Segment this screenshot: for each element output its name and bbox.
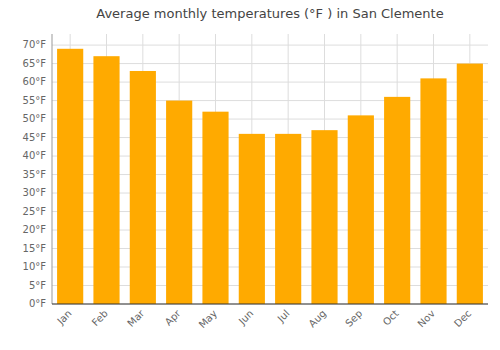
bar: [239, 134, 265, 304]
bar: [457, 64, 483, 304]
bar: [311, 130, 337, 304]
x-axis-line: [52, 304, 488, 305]
x-tick-label: Jan: [54, 308, 73, 327]
x-tick-label: May: [197, 308, 219, 330]
y-tick-label: 5°F: [29, 280, 46, 291]
y-grid-line: [52, 45, 488, 46]
y-tick-label: 55°F: [23, 95, 47, 106]
y-tick-label: 50°F: [23, 113, 47, 124]
y-tick-label: 40°F: [23, 150, 47, 161]
x-tick-label: Feb: [90, 308, 110, 328]
bar: [166, 101, 192, 304]
x-tick-label: Sep: [343, 308, 364, 329]
bar: [384, 97, 410, 304]
y-axis-line: [52, 34, 53, 304]
x-tick-label: Oct: [381, 308, 401, 328]
y-tick-label: 0°F: [29, 298, 46, 309]
bar: [420, 78, 446, 304]
y-tick-label: 15°F: [23, 243, 47, 254]
bar: [275, 134, 301, 304]
chart: 0°F 5°F 10°F 15°F 20°F 25°F 30°F 35°F 40°F 45°F 50…: [0, 0, 500, 350]
x-tick-label: Nov: [415, 308, 437, 330]
bar: [348, 115, 374, 304]
x-tick-label: Aug: [306, 308, 328, 330]
chart-title: Average monthly temperatures (°F ) in Sa…: [96, 6, 443, 21]
y-tick-label: 60°F: [23, 76, 47, 87]
y-axis: 0°F 5°F 10°F 15°F 20°F 25°F 30°F 35°F 40°F 45°F 50…: [23, 39, 488, 309]
bars: [57, 49, 483, 304]
y-tick-label: 30°F: [23, 187, 47, 198]
y-tick-label: 45°F: [23, 132, 47, 143]
x-tick-label: Mar: [125, 307, 147, 329]
x-tick-label: Dec: [452, 308, 473, 329]
y-tick-label: 25°F: [23, 206, 47, 217]
y-tick-label: 20°F: [23, 224, 47, 235]
chart-container: 0°F 5°F 10°F 15°F 20°F 25°F 30°F 35°F 40°F 45°F 50…: [0, 0, 500, 350]
bar: [57, 49, 83, 304]
y-tick-label: 65°F: [23, 58, 47, 69]
y-tick-label: 35°F: [23, 169, 47, 180]
x-tick-label: Jun: [236, 308, 256, 328]
bar: [202, 112, 228, 304]
y-tick-label: 10°F: [23, 261, 47, 272]
bar: [93, 56, 119, 304]
y-tick-label: 70°F: [23, 39, 47, 50]
x-axis: Jan Feb Mar Apr May Jun Jul Aug Sep Oct Nov Dec: [54, 34, 473, 330]
y-grid-line: [52, 304, 488, 305]
bar: [130, 71, 156, 304]
x-tick-label: Apr: [163, 307, 184, 328]
x-tick-label: Jul: [275, 308, 292, 325]
